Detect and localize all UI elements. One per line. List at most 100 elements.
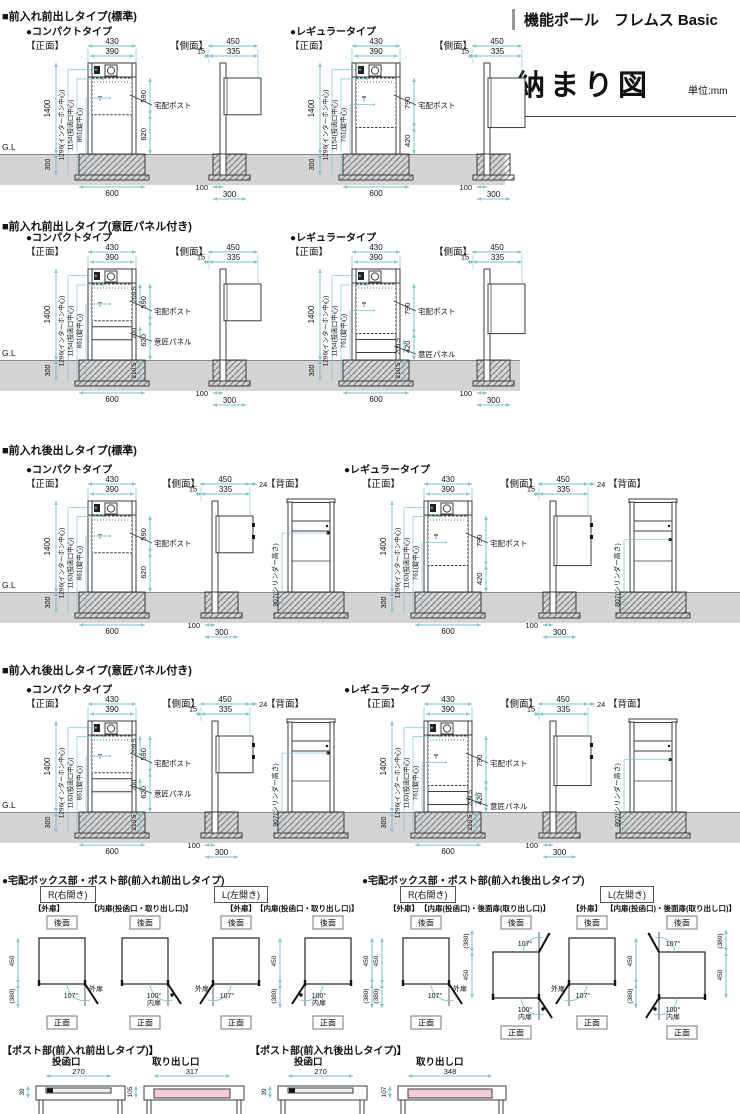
dim-label: 335 xyxy=(227,47,241,56)
dim-label: 1163(投函口中心) xyxy=(402,538,411,589)
post-opening-drawing: 270 39 xyxy=(19,1067,126,1114)
side-view-compact: 450 15 335 24 100 300 xyxy=(187,475,267,639)
dim-label: 450 xyxy=(9,955,16,966)
dim-label: 15 xyxy=(527,485,535,494)
dim-label: 600 xyxy=(105,627,119,636)
dim-label: 450 xyxy=(218,695,232,704)
dim-label: 1296(インターホン中心) xyxy=(393,748,402,819)
dim-label: 24 xyxy=(259,480,267,489)
dim-label: 宅配ポスト xyxy=(418,100,456,110)
regular-subheading: ●レギュラータイプ xyxy=(290,27,377,38)
side-view-compact: 450 15 335 100 300 xyxy=(195,243,262,407)
dim-label: 内扉 xyxy=(147,998,161,1007)
door-diagram-title: 【内扉(投函口)・後面扉(取り出し口)】 xyxy=(606,904,736,913)
dim-label: 外扉 xyxy=(89,984,103,993)
dim-label: 1400 xyxy=(43,537,52,555)
dim-label: 300 xyxy=(215,628,229,637)
side-view-regular: 450 15 335 100 300 xyxy=(459,37,526,201)
gl-label: G.L xyxy=(2,348,16,358)
post-opening-label: 取り出し口 xyxy=(152,1057,200,1068)
dim-label: 450 xyxy=(363,955,370,966)
dim-label: 590 xyxy=(139,528,148,541)
dim-label: 390 xyxy=(369,47,383,56)
post-section-heading: 【ポスト部(前入れ後出しタイプ)】 xyxy=(250,1046,407,1057)
side-view-label: 【側面】 xyxy=(162,479,201,490)
dim-label: 外扉 xyxy=(453,984,467,993)
sheet-brand: 機能ポール フレムス Basic xyxy=(512,9,718,30)
dim-label: 1163(投函口中心) xyxy=(402,758,411,809)
door-diagram-title: 【外扉】 xyxy=(389,904,419,913)
dim-label: 後面 xyxy=(137,918,153,928)
dim-label: 1163(投函口中心) xyxy=(66,758,75,809)
dim-label: 600 xyxy=(105,847,119,856)
dim-label: 300 xyxy=(45,817,52,829)
dim-label: 335 xyxy=(219,485,233,494)
door-diagram-title: 【外扉】 xyxy=(572,904,602,913)
dim-label: 600 xyxy=(105,395,119,404)
dim-label: 300 xyxy=(487,190,501,199)
dim-label: 430 xyxy=(105,243,119,252)
dim-label: 1400 xyxy=(307,305,316,323)
dim-label: 1296(インターホン中心) xyxy=(57,528,66,599)
dim-label: 15 xyxy=(197,253,205,262)
rear-view-regular: 807(シリンダー高さ) xyxy=(613,718,691,839)
compact-subheading: ●コンパクトタイプ xyxy=(26,27,113,38)
dim-label: 107° xyxy=(666,940,681,948)
unit-note: 単位:mm xyxy=(688,86,728,97)
dim-label: 600 xyxy=(369,189,383,198)
dim-label: 内扉 xyxy=(518,1012,532,1021)
dim-label: (380) xyxy=(9,988,16,1003)
dim-label: (380) xyxy=(271,988,278,1003)
dim-label: 430 xyxy=(105,695,119,704)
regular-subheading: ●レギュラータイプ xyxy=(344,685,431,696)
dim-label: 正面 xyxy=(584,1019,600,1028)
rear-view-label: 【背面】 xyxy=(266,479,305,490)
dim-label: 450 xyxy=(490,243,504,252)
dim-label: 200 xyxy=(131,779,138,790)
rear-view-compact: 907(シリンダー高さ) xyxy=(271,718,349,839)
dim-label: 590 xyxy=(139,296,148,309)
dim-label: 790 xyxy=(403,303,412,316)
dim-label: 意匠パネル xyxy=(154,336,192,346)
front-view-label: 【正面】 xyxy=(362,699,401,710)
dim-label: 1296(インターホン中心) xyxy=(321,90,330,161)
dim-label: 620 xyxy=(139,566,148,579)
dim-label: 590 xyxy=(139,90,148,103)
dim-label: 1296(インターホン中心) xyxy=(57,748,66,819)
dim-label: 107° xyxy=(220,992,235,1000)
dim-label: 348 xyxy=(444,1067,457,1076)
dim-label: 300 xyxy=(215,848,229,857)
dim-label: 〒 xyxy=(97,96,103,103)
post-detail-section: 【ポスト部(前入れ前出しタイプ)】 投函口 270 39 取り出し口 317 105 【ポスト… xyxy=(0,1042,740,1114)
dim-label: 210.5 xyxy=(131,362,138,379)
regular-subheading: ●レギュラータイプ xyxy=(290,233,377,244)
compact-subheading: ●コンパクトタイプ xyxy=(26,685,113,696)
dim-label: 620 xyxy=(139,334,148,347)
dim-label: 後面 xyxy=(584,918,600,928)
dim-label: 1154(投函口中心) xyxy=(66,306,75,357)
dim-label: 100 xyxy=(195,389,208,398)
dim-label: 1154(投函口中心) xyxy=(66,100,75,151)
dim-label: 〒 xyxy=(97,754,103,761)
dim-label: 24 xyxy=(597,700,605,709)
dim-label: 335 xyxy=(491,253,505,262)
dim-label: 450 xyxy=(556,475,570,484)
dim-label: 335 xyxy=(557,705,571,714)
door-diagram-title: 【外扉】 xyxy=(34,904,64,913)
rear-view-label: 【背面】 xyxy=(608,699,647,710)
dim-label: 300 xyxy=(45,597,52,609)
dim-label: 861(錠中心) xyxy=(75,766,84,801)
dim-label: 1400 xyxy=(379,757,388,775)
dim-label: 15 xyxy=(461,47,469,56)
rear-view-label: 【背面】 xyxy=(266,699,305,710)
post-opening-drawing: 348 107 xyxy=(381,1067,507,1114)
dim-label: 15 xyxy=(189,485,197,494)
